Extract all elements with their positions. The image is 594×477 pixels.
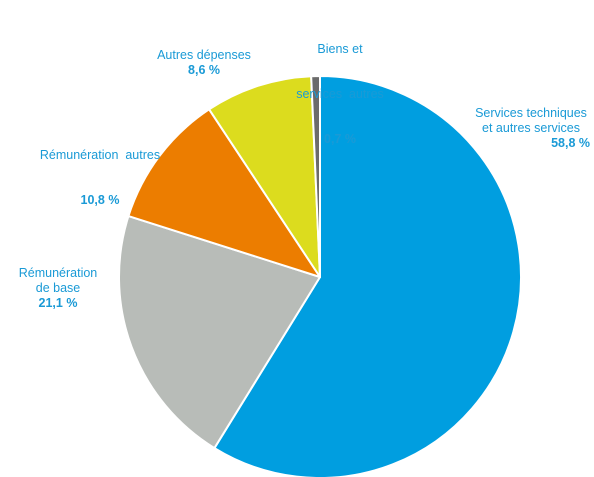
pie-slice-remuneration-base <box>118 215 321 450</box>
slice-label-line: de base <box>35 281 81 295</box>
slice-label-line: et autres services <box>482 121 580 135</box>
slice-label-remuneration-base: Rémunération de base 21,1 % <box>10 266 106 311</box>
slice-value-label: 0,7 % <box>324 132 356 146</box>
slice-label-line: Services techniques <box>475 106 587 120</box>
slice-label-line: Rémunération autres <box>39 148 161 162</box>
slice-label-line: services autres <box>296 87 384 101</box>
slice-value-label: 10,8 % <box>80 193 120 207</box>
slice-label-biens-services: Biens et services autres 0,7 % <box>290 12 390 162</box>
slice-value-label: 58,8 % <box>551 136 590 150</box>
pie-slice-autres-depenses <box>208 75 321 278</box>
slice-value-label: 8,6 % <box>188 63 220 77</box>
slice-label-line: Rémunération <box>18 266 98 280</box>
pie-slices <box>118 75 522 477</box>
pie-slice-biens-services <box>310 75 321 278</box>
slice-label-line: Autres dépenses <box>157 48 251 62</box>
slice-value-label: 21,1 % <box>38 296 78 310</box>
slice-label-autres-depenses: Autres dépenses 8,6 % <box>148 48 260 78</box>
slice-label-remuneration-autres: Rémunération autres 10,8 % <box>30 118 170 223</box>
slice-label-line: Biens et <box>317 42 363 56</box>
pie-slice-services-techniques <box>213 75 522 477</box>
pie-slice-remuneration-autres <box>127 108 321 278</box>
slice-label-services-techniques: Services techniques et autres services 5… <box>466 106 594 151</box>
